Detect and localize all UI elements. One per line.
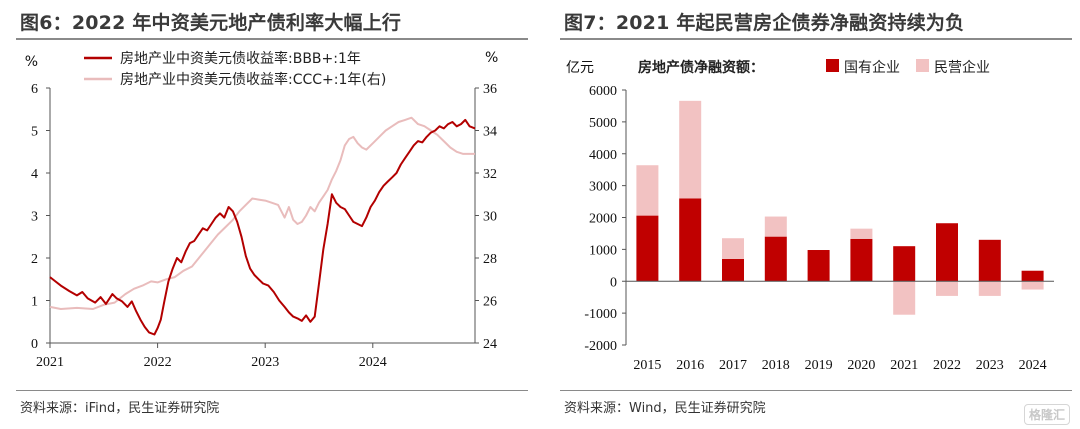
bar-soe-2021 [893, 246, 916, 282]
right-title-rule [560, 38, 1072, 40]
bar-soe-2019 [807, 250, 830, 282]
bar-soe-2018 [764, 236, 787, 282]
bar-soe-2017 [722, 258, 744, 282]
bar-soe-2016 [679, 198, 702, 282]
y-tick-label: 6000 [589, 84, 617, 99]
legend-label-soe: 国有企业 [844, 59, 900, 76]
right-source-rule [560, 390, 1072, 391]
right-chart-panel: 图7：2021 年起民营房企债券净融资持续为负 -2000 -1000 0 1000 2… [544, 0, 1080, 429]
y-tick-label: 4000 [589, 148, 617, 163]
right-y-tick-label: 32 [483, 167, 497, 182]
left-title-rule [16, 38, 528, 40]
y-tick-label: -1000 [584, 307, 617, 322]
x-category-label: 2018 [762, 358, 790, 373]
left-y-tick-label: 5 [31, 125, 38, 140]
x-category-label: 2015 [633, 358, 661, 373]
bar-private-2018 [764, 216, 787, 237]
right-y-tick-label: 28 [483, 252, 497, 267]
left-y-tick-label: 1 [31, 295, 38, 310]
left-y-tick-label: 4 [31, 167, 38, 182]
x-category-label: 2017 [719, 358, 747, 373]
y-unit-label: 亿元 [566, 60, 594, 76]
bar-soe-2024 [1021, 270, 1044, 282]
right-bar-chart: -2000 -1000 0 1000 2000 3000 4000 5000 6000 亿元 201… [566, 59, 1054, 373]
x-category-label: 2021 [890, 358, 918, 373]
bar-private-2022 [936, 281, 958, 296]
bar-soe-2022 [936, 223, 958, 282]
right-y-tick-label: 26 [483, 295, 497, 310]
x-category-label: 2024 [1019, 358, 1047, 373]
left-y-tick-label: 2 [31, 252, 38, 267]
y-tick-label: 2000 [589, 212, 617, 227]
x-tick-label: 2024 [359, 355, 387, 370]
legend-title: 房地产债净融资额： [638, 59, 764, 76]
right-y-tick-label: 36 [483, 82, 497, 97]
legend-swatch-private [916, 59, 929, 72]
right-y-tick-label: 30 [483, 210, 497, 225]
left-source-rule [16, 390, 528, 391]
left-chart-source: 资料来源：iFind，民生证券研究院 [20, 401, 220, 416]
bar-soe-2020 [850, 238, 873, 282]
right-y-unit: % [485, 50, 498, 66]
x-category-label: 2016 [676, 358, 704, 373]
bar-private-2016 [679, 100, 702, 199]
y-tick-label: 1000 [589, 243, 617, 258]
y-tick-label: 0 [610, 275, 617, 290]
bar-private-2015 [636, 165, 659, 216]
right-y-tick-label: 34 [483, 125, 497, 140]
x-tick-label: 2023 [251, 355, 279, 370]
left-y-unit: % [25, 54, 38, 70]
left-y-tick-label: 3 [31, 210, 38, 225]
bar-soe-2023 [978, 239, 1001, 282]
legend-swatch-soe [826, 59, 839, 72]
y-tick-label: 3000 [589, 180, 617, 195]
right-y-tick-label: 24 [483, 337, 497, 352]
bar-private-2023 [978, 281, 1001, 296]
series-line-ccc [49, 116, 475, 310]
legend-label: 房地产业中资美元债收益率:CCC+:1年(右) [120, 71, 386, 88]
y-tick-label: -2000 [584, 339, 617, 354]
series-line-bbb [49, 118, 476, 336]
bar-private-2020 [850, 228, 873, 239]
left-chart-title: 图6：2022 年中资美元地产债利率大幅上行 [20, 12, 402, 34]
bar-private-2021 [893, 281, 916, 315]
bar-private-2017 [722, 238, 744, 259]
x-category-label: 2022 [933, 358, 961, 373]
watermark-logo: 格隆汇 [1023, 404, 1070, 425]
legend-label: 房地产业中资美元债收益率:BBB+:1年 [120, 50, 361, 67]
x-category-label: 2023 [976, 358, 1004, 373]
bar-private-2024 [1021, 281, 1044, 290]
bar-soe-2015 [636, 215, 659, 282]
x-category-label: 2020 [847, 358, 875, 373]
left-y-tick-label: 6 [31, 82, 38, 97]
x-tick-label: 2021 [36, 355, 64, 370]
x-tick-label: 2022 [144, 355, 172, 370]
right-chart-title: 图7：2021 年起民营房企债券净融资持续为负 [564, 12, 965, 34]
left-chart-panel: 图6：2022 年中资美元地产债利率大幅上行 0 1 2 3 4 5 6 24 26 28 30 32… [0, 0, 536, 429]
legend-label-private: 民营企业 [934, 59, 990, 76]
left-y-tick-label: 0 [31, 337, 38, 352]
y-tick-label: 5000 [589, 116, 617, 131]
x-category-label: 2019 [805, 358, 833, 373]
right-chart-source: 资料来源：Wind，民生证券研究院 [564, 401, 766, 416]
